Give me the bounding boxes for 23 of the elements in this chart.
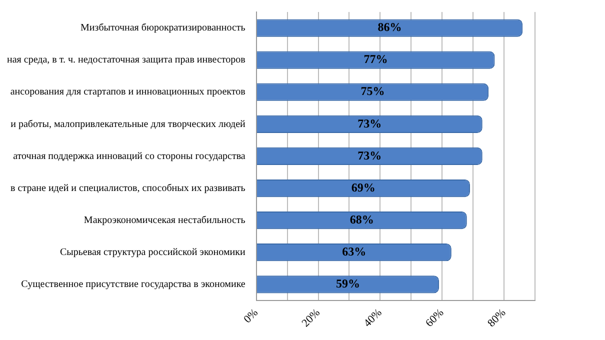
x-tick-label: 80% <box>485 306 508 330</box>
y-tick-label: Сырьевая структура российской экономики <box>60 246 246 258</box>
data-label: 73% <box>358 116 382 130</box>
data-label: 63% <box>342 244 366 258</box>
y-tick-label: и работы, малопривлекательные для творческих людей <box>10 118 246 130</box>
x-tick-label: 20% <box>300 306 322 330</box>
y-tick-label: Мизбыточная бюрократизированность <box>80 22 246 34</box>
y-tick-label: в стране идей и специалистов, способных их развивать <box>10 182 246 194</box>
data-label: 77% <box>364 52 388 66</box>
x-tick-label: 0% <box>242 306 261 326</box>
data-label: 73% <box>358 148 382 162</box>
y-tick-label: Существенное присутствие государства в экономике <box>21 279 246 290</box>
y-tick-label: ная среда, в т. ч. недостаточная защита прав инвесторов <box>6 54 246 66</box>
data-label: 69% <box>351 180 376 194</box>
x-tick-label: 40% <box>362 306 384 330</box>
y-tick-label: аточная поддержка инноваций со стороны государства <box>13 150 246 162</box>
y-tick-label: Макроэкономичсекая нестабильность <box>84 214 246 226</box>
data-label: 75% <box>360 84 385 98</box>
data-label: 68% <box>350 212 374 226</box>
data-label: 59% <box>336 276 360 290</box>
y-tick-label: ансорования для стартапов и инновационных проектов <box>10 86 246 98</box>
x-tick-label: 60% <box>424 306 446 330</box>
data-label: 86% <box>378 20 402 34</box>
